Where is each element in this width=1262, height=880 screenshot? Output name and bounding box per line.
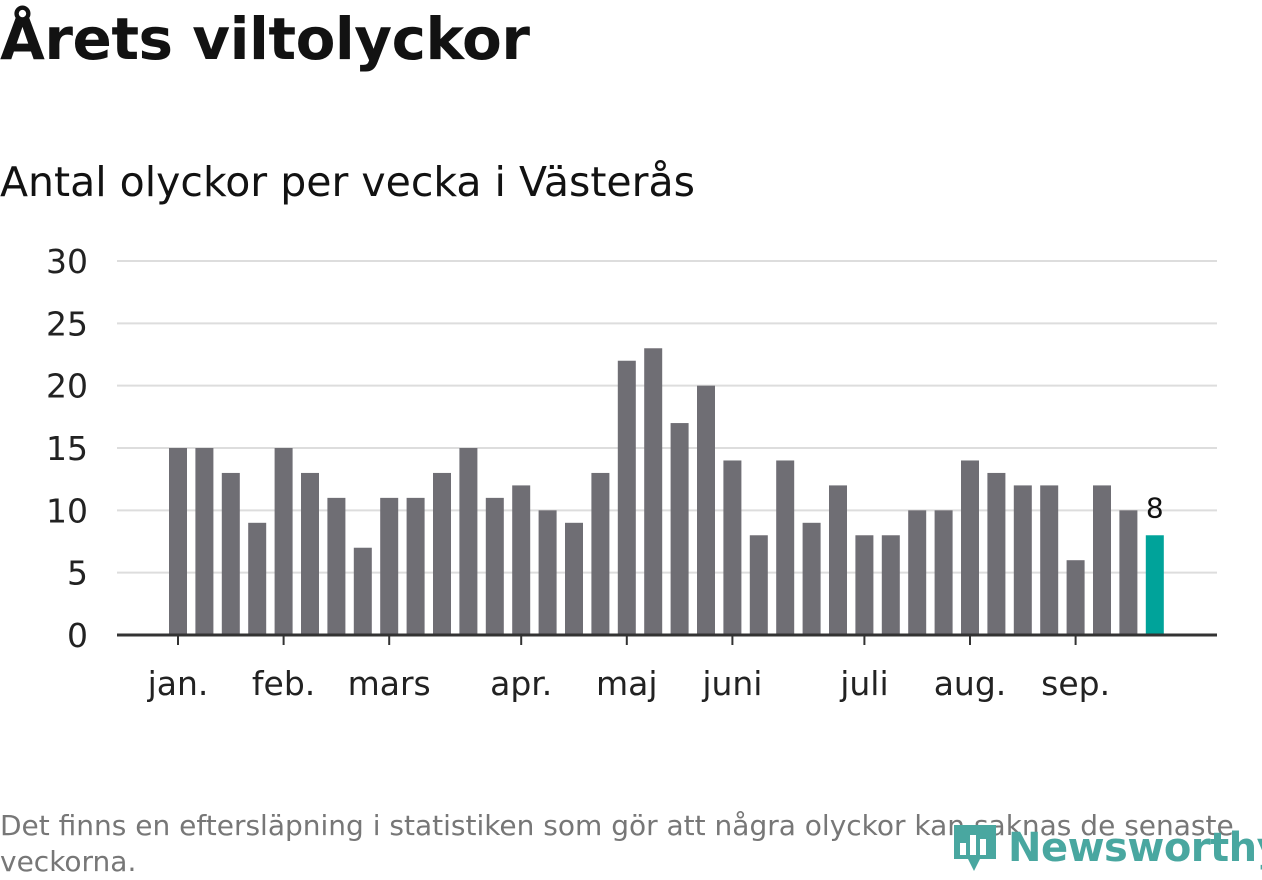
bar	[723, 460, 742, 635]
bar	[697, 385, 715, 635]
newsworthy-logo-icon	[954, 825, 996, 871]
bar	[1013, 485, 1032, 635]
bar	[512, 485, 531, 635]
bar	[1040, 485, 1059, 635]
bar	[934, 510, 953, 635]
bars	[169, 348, 1164, 635]
gridlines	[117, 260, 1217, 574]
bar	[1119, 510, 1138, 635]
bar	[749, 535, 768, 635]
bar	[670, 423, 689, 635]
bar	[327, 497, 346, 635]
bar	[538, 510, 557, 635]
bar	[248, 522, 267, 635]
y-tick-label: 0	[67, 616, 88, 655]
bar	[908, 510, 927, 635]
footnote: Det finns en eftersläpning i statistiken…	[0, 809, 1234, 878]
x-tick-label: maj	[596, 664, 658, 703]
bar	[987, 472, 1006, 635]
bar	[485, 497, 504, 635]
y-axis-ticks: 0 5 10 15 20 25 30	[46, 242, 88, 655]
data-labels: 8	[1146, 491, 1164, 524]
bar	[961, 460, 979, 635]
bar	[855, 535, 874, 635]
y-tick-label: 10	[46, 491, 88, 530]
x-tick-label: mars	[348, 664, 431, 703]
x-tick-label: apr.	[490, 664, 552, 703]
bar-highlight	[1145, 535, 1164, 635]
chart-subtitle: Antal olyckor per vecka i Västerås	[0, 158, 695, 206]
bar	[829, 485, 847, 635]
bar	[1093, 485, 1111, 635]
y-tick-label: 20	[46, 367, 88, 406]
x-tick-label: juni	[701, 664, 762, 703]
x-axis: jan. feb. mars apr. maj juni juli aug. sep.	[117, 633, 1217, 703]
bar	[433, 472, 451, 635]
bar	[802, 522, 821, 635]
bar	[380, 497, 399, 635]
bar	[301, 472, 319, 635]
bar	[353, 547, 372, 635]
bar	[274, 448, 293, 635]
page-title: Årets viltolyckor	[0, 5, 530, 73]
y-tick-label: 25	[46, 304, 88, 343]
bar	[221, 472, 240, 635]
bar	[195, 448, 214, 635]
bar	[406, 497, 425, 635]
bar	[591, 472, 610, 635]
highlight-data-label: 8	[1146, 491, 1164, 524]
y-tick-label: 5	[67, 554, 88, 593]
bar-chart: 0 5 10 15 20 25 30 jan. feb. mars apr. maj juni juli…	[46, 242, 1217, 703]
bar	[169, 448, 187, 635]
newsworthy-logo: Newsworthy	[950, 818, 1262, 878]
x-tick-label: aug.	[934, 664, 1007, 703]
y-tick-label: 15	[46, 429, 88, 468]
bar	[459, 448, 478, 635]
x-tick-label: sep.	[1041, 664, 1110, 703]
y-tick-label: 30	[46, 242, 88, 281]
bar	[776, 460, 795, 635]
x-tick-label: jan.	[147, 664, 209, 703]
bar	[617, 360, 636, 635]
x-tick-label: juli	[839, 664, 888, 703]
bar	[881, 535, 900, 635]
bar	[644, 348, 663, 635]
x-tick-label: feb.	[252, 664, 315, 703]
bar	[565, 522, 583, 635]
logo-text: Newsworthy	[1008, 825, 1262, 871]
bar	[1066, 560, 1085, 635]
